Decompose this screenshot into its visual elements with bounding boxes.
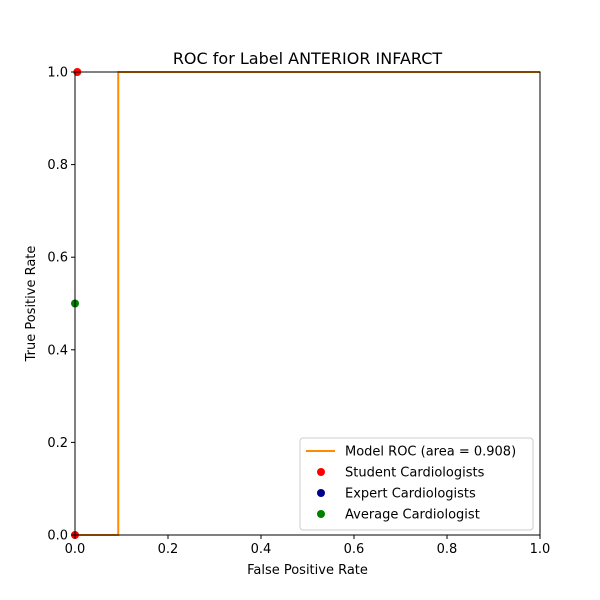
y-axis: 0.0 0.2 0.4 0.6 0.8 1.0 — [47, 66, 75, 544]
y-tick-label: 0.2 — [47, 436, 68, 451]
legend-label: Student Cardiologists — [345, 466, 485, 481]
y-tick-label: 0.0 — [47, 529, 68, 544]
plot-area — [71, 68, 541, 539]
x-tick-label: 0.6 — [344, 542, 365, 557]
legend: Model ROC (area = 0.908) Student Cardiolo… — [299, 437, 534, 531]
chart-title: ROC for Label ANTERIOR INFARCT — [173, 49, 443, 68]
legend-label: Expert Cardiologists — [345, 487, 476, 502]
legend-box — [299, 437, 534, 531]
y-axis-label: True Positive Rate — [24, 246, 39, 363]
legend-label: Model ROC (area = 0.908) — [345, 445, 516, 460]
x-tick-label: 1.0 — [530, 542, 551, 557]
legend-swatch — [317, 510, 325, 518]
legend-label: Average Cardiologist — [345, 508, 480, 523]
x-tick-label: 0.2 — [158, 542, 179, 557]
legend-swatch — [317, 468, 325, 476]
x-axis: 0.0 0.2 0.4 0.6 0.8 1.0 — [65, 535, 551, 557]
plot-frame — [74, 71, 541, 536]
y-tick-label: 0.8 — [47, 158, 68, 173]
y-tick-label: 1.0 — [47, 66, 68, 81]
x-tick-label: 0.0 — [65, 542, 86, 557]
y-tick-label: 0.6 — [47, 251, 68, 266]
y-tick-label: 0.4 — [47, 343, 68, 358]
legend-swatch — [317, 489, 325, 497]
x-tick-label: 0.8 — [437, 542, 458, 557]
x-axis-label: False Positive Rate — [247, 563, 368, 578]
x-tick-label: 0.4 — [251, 542, 272, 557]
